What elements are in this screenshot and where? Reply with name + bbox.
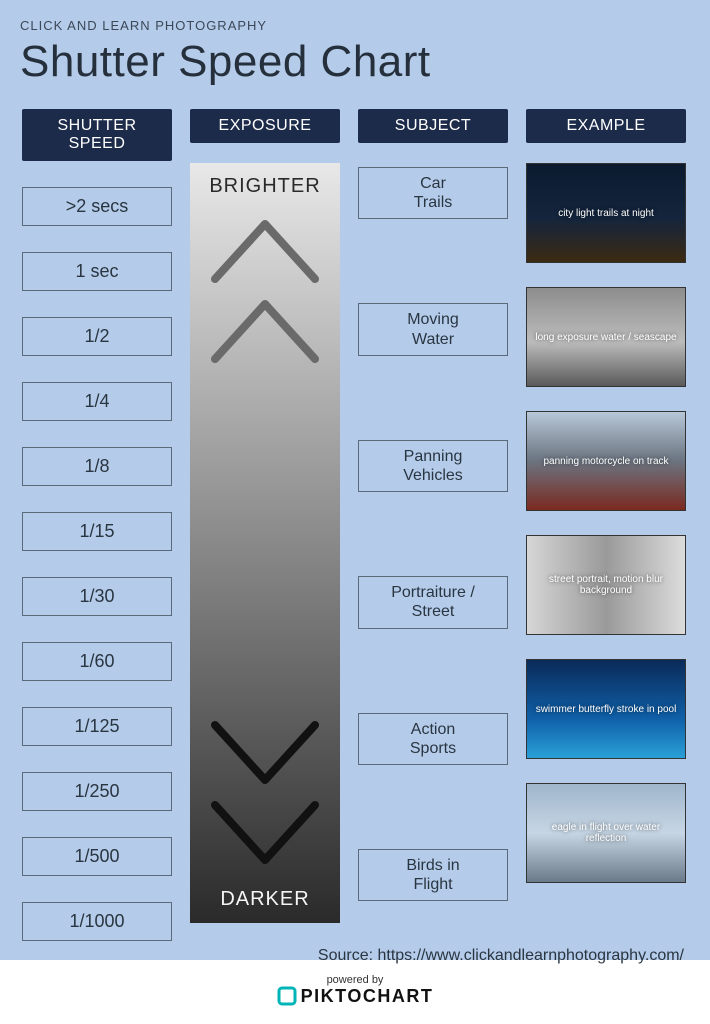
speed-list: >2 secs 1 sec 1/2 1/4 1/8 1/15 1/30 1/60 1/125 1/… [22,187,172,941]
speed-cell: 1/30 [22,577,172,616]
column-shutter-speed: SHUTTER SPEED >2 secs 1 sec 1/2 1/4 1/8 1/15 1… [22,109,172,941]
subject-cell: Car Trails [358,167,508,219]
speed-cell: 1/250 [22,772,172,811]
example-image: eagle in flight over water reflection [526,783,686,883]
subject-list: Car Trails Moving Water Panning Vehicles Po… [358,167,508,901]
speed-cell: 1 sec [22,252,172,291]
example-image: panning motorcycle on track [526,411,686,511]
example-image: swimmer butterfly stroke in pool [526,659,686,759]
column-exposure: EXPOSURE BRIGHTER DARKER [190,109,340,941]
column-header-example: EXAMPLE [526,109,686,143]
speed-cell: 1/60 [22,642,172,681]
example-image: street portrait, motion blur background [526,535,686,635]
speed-cell: 1/1000 [22,902,172,941]
example-list: city light trails at night long exposure … [526,163,686,883]
header-small: CLICK AND LEARN PHOTOGRAPHY [20,18,690,33]
column-header-subject: SUBJECT [358,109,508,143]
column-header-exposure: EXPOSURE [190,109,340,143]
column-subject: SUBJECT Car Trails Moving Water Panning Ve… [358,109,508,941]
speed-cell: >2 secs [22,187,172,226]
speed-cell: 1/15 [22,512,172,551]
chart-grid: SHUTTER SPEED >2 secs 1 sec 1/2 1/4 1/8 1/15 1… [20,109,690,941]
exposure-gradient-bar: BRIGHTER DARKER [190,163,340,923]
subject-cell: Birds in Flight [358,849,508,901]
speed-cell: 1/4 [22,382,172,421]
example-image: long exposure water / seascape [526,287,686,387]
chevrons-up-icon [190,209,340,369]
chevrons-down-icon [190,715,340,875]
piktochart-logo-icon [277,986,297,1006]
column-example: EXAMPLE city light trails at night long e… [526,109,686,941]
subject-cell: Moving Water [358,303,508,355]
speed-cell: 1/2 [22,317,172,356]
column-header-speed: SHUTTER SPEED [22,109,172,161]
footer-powered-by: powered by [327,974,384,986]
subject-cell: Portraiture / Street [358,576,508,628]
page-title: Shutter Speed Chart [20,37,690,87]
example-image: city light trails at night [526,163,686,263]
footer-brand: PIKTOCHART [277,986,434,1007]
speed-cell: 1/500 [22,837,172,876]
exposure-label-brighter: BRIGHTER [209,175,320,198]
footer: powered by PIKTOCHART [0,960,710,1020]
footer-brand-text: PIKTOCHART [301,986,434,1007]
subject-cell: Action Sports [358,713,508,765]
subject-cell: Panning Vehicles [358,440,508,492]
exposure-label-darker: DARKER [220,888,309,911]
infographic-card: CLICK AND LEARN PHOTOGRAPHY Shutter Spee… [0,0,710,960]
speed-cell: 1/125 [22,707,172,746]
speed-cell: 1/8 [22,447,172,486]
